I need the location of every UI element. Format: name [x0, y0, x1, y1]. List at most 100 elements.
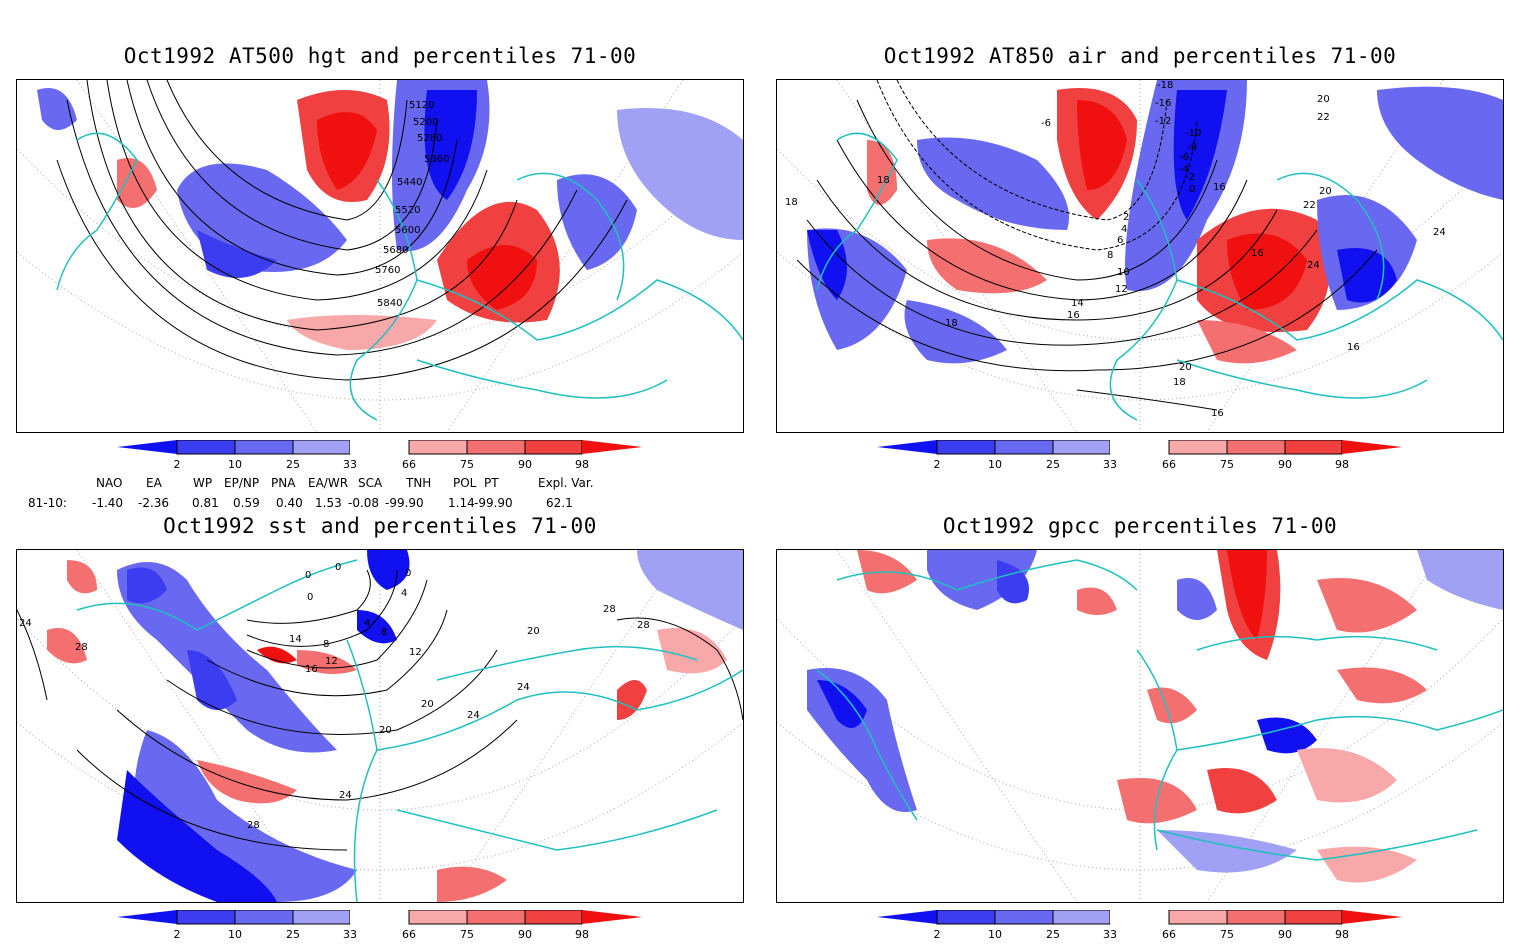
- contour-label: 0: [305, 570, 311, 581]
- contour-label: 10: [1117, 267, 1130, 278]
- colorbar-label: 75: [460, 928, 474, 941]
- panel-title-z500: Oct1992 AT500 hgt and percentiles 71-00: [123, 44, 637, 68]
- index-value: -99.90: [474, 496, 513, 510]
- grid-lines: [17, 550, 743, 902]
- contour-label: 22: [1303, 200, 1316, 211]
- map-t850: -6 -18 -16 -12 -10 -8 -6 -4 -2 0 2 4 6 8…: [776, 79, 1504, 433]
- contour-label: 18: [945, 318, 958, 329]
- shading: [47, 550, 743, 902]
- contour-label: 8: [1107, 250, 1113, 261]
- contour-label: 20: [1319, 186, 1332, 197]
- colorbar-label: 25: [1046, 458, 1060, 471]
- index-header: WP: [193, 476, 213, 490]
- colorbar-top-left: 2 10 25 33 66 75 90 98: [117, 439, 657, 476]
- index-value: -99.90: [385, 496, 424, 510]
- index-value: 1.14: [448, 496, 475, 510]
- contour-label: 14: [1071, 298, 1084, 309]
- colorbar-label: 25: [1046, 928, 1060, 941]
- contour-label: 5760: [375, 265, 400, 276]
- colorbar-label: 75: [1220, 928, 1234, 941]
- contour-label: 0: [307, 592, 313, 603]
- colorbar-label: 25: [286, 458, 300, 471]
- contour-label: 5280: [417, 133, 442, 144]
- contour-label: 20: [527, 626, 540, 637]
- contour-label: 24: [467, 710, 480, 721]
- colorbar-label: 10: [988, 928, 1002, 941]
- colorbar-label: 33: [1103, 928, 1117, 941]
- map-sst-plot: 0 0 0 0 4 4 8 8 12 12 14 16 20 20 24 24 …: [17, 550, 743, 902]
- colorbar-label: 66: [402, 458, 416, 471]
- contour-labels: -6 -18 -16 -12 -10 -8 -6 -4 -2 0 2 4 6 8…: [785, 80, 1446, 419]
- contour-label: 24: [517, 682, 530, 693]
- panel-title-t850: Oct1992 AT850 air and percentiles 71-00: [883, 44, 1397, 68]
- contour-label: 16: [1067, 310, 1080, 321]
- colorbar-label: 75: [460, 458, 474, 471]
- contour-label: 18: [1173, 377, 1186, 388]
- contour-label: -12: [1155, 116, 1171, 127]
- contour-label: 20: [1317, 94, 1330, 105]
- colorbar-label: 98: [1335, 928, 1349, 941]
- contour-label: 4: [1121, 224, 1127, 235]
- index-header: PT: [484, 476, 499, 490]
- index-value: 62.1: [546, 496, 573, 510]
- map-gpcc-plot: [777, 550, 1503, 902]
- index-header: EP/NP: [224, 476, 260, 490]
- contour-label: 18: [877, 175, 890, 186]
- contour-label: 6: [1117, 235, 1123, 246]
- coastlines: [56, 132, 743, 421]
- contours: [56, 80, 628, 381]
- colorbar-bottom-right: 2 10 25 33 66 75 90 98: [877, 909, 1417, 946]
- colorbar-label: 2: [173, 458, 181, 471]
- colorbar-label: 10: [228, 928, 242, 941]
- index-row-label: 81-10:: [28, 496, 67, 510]
- contours: [17, 569, 743, 851]
- contour-label: 16: [1347, 342, 1360, 353]
- contour-label: 22: [1317, 112, 1330, 123]
- colorbar-label: 90: [518, 928, 532, 941]
- colorbar-label: 10: [988, 458, 1002, 471]
- contour-label: -6: [1041, 118, 1051, 129]
- contour-label: 20: [379, 725, 392, 736]
- contour-label: -8: [1187, 142, 1197, 153]
- shading: [807, 80, 1503, 364]
- contour-label: 0: [1189, 184, 1195, 195]
- contour-label: -6: [1179, 152, 1189, 163]
- contour-label: 2: [1123, 212, 1129, 223]
- colorbar-label: 25: [286, 928, 300, 941]
- index-value: 0.40: [276, 496, 303, 510]
- colorbar-label: 98: [575, 458, 589, 471]
- contours: [796, 80, 1378, 411]
- index-header: EA: [146, 476, 162, 490]
- contour-label: 5360: [424, 154, 449, 165]
- contour-label: 5120: [409, 100, 434, 111]
- colorbar-label: 66: [1162, 458, 1176, 471]
- coastlines: [816, 559, 1503, 861]
- contour-label: 16: [1211, 408, 1224, 419]
- contour-label: 16: [305, 664, 318, 675]
- contour-label: 28: [75, 642, 88, 653]
- index-header: NAO: [96, 476, 123, 490]
- contour-label: 14: [289, 634, 302, 645]
- contour-label: 24: [1433, 227, 1446, 238]
- shading: [37, 80, 743, 350]
- contour-label: 8: [323, 639, 329, 650]
- index-value: -2.36: [138, 496, 170, 510]
- contour-label: 5600: [395, 225, 420, 236]
- index-value: 0.59: [233, 496, 260, 510]
- contour-label: 8: [381, 627, 387, 638]
- colorbar-label: 66: [402, 928, 416, 941]
- index-header: Expl. Var.: [538, 476, 594, 490]
- index-header: PNA: [271, 476, 296, 490]
- colorbar-label: 90: [518, 458, 532, 471]
- colorbar-svg: [877, 909, 1402, 925]
- contour-label: 20: [1179, 362, 1192, 373]
- index-header: POL: [453, 476, 477, 490]
- contour-label: 12: [325, 656, 338, 667]
- panel-title-gpcc: Oct1992 gpcc percentiles 71-00: [942, 514, 1338, 538]
- contour-label: 4: [364, 618, 370, 629]
- colorbar-label: 90: [1278, 928, 1292, 941]
- coastlines: [816, 132, 1503, 421]
- grid-lines: [17, 80, 743, 432]
- panel-title-sst: Oct1992 sst and percentiles 71-00: [163, 514, 597, 538]
- coastlines: [76, 559, 743, 902]
